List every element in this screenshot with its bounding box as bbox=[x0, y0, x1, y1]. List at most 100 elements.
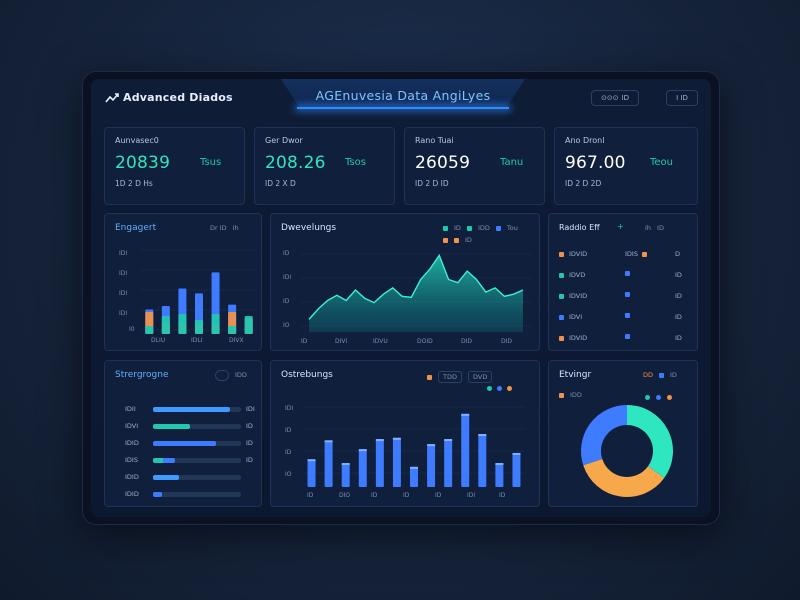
panel-legend: TDD DVD bbox=[427, 371, 493, 383]
y-tick: IDI bbox=[285, 405, 294, 412]
title-glow bbox=[297, 107, 509, 109]
bar-cap bbox=[427, 444, 436, 447]
bar bbox=[478, 434, 487, 487]
bar bbox=[341, 463, 350, 487]
legend-swatch bbox=[443, 225, 448, 231]
header-label: IDD bbox=[235, 371, 247, 379]
kpi-card[interactable]: Aunvasec0 20839 Tsus 1D 2 D Hs bbox=[104, 127, 245, 205]
title-tab bbox=[281, 79, 525, 109]
kpi-label: Ger Dwor bbox=[265, 136, 303, 145]
bar-cap bbox=[478, 434, 487, 437]
bar-cap bbox=[410, 466, 418, 469]
legend-swatch bbox=[466, 225, 472, 231]
engagement-chart[interactable] bbox=[141, 248, 257, 334]
bar-cap bbox=[444, 439, 453, 442]
list-item[interactable]: IDVD bbox=[559, 271, 585, 279]
y-tick: ID bbox=[285, 427, 292, 434]
x-tick: DIVX bbox=[229, 337, 244, 344]
kpi-value: 967.00 bbox=[565, 153, 626, 173]
status-swatch bbox=[625, 334, 630, 339]
kpi-value: 20839 bbox=[115, 153, 171, 173]
progress-fill bbox=[153, 441, 217, 446]
composition-donut-chart[interactable] bbox=[579, 403, 675, 499]
kpi-value: 26059 bbox=[415, 153, 471, 173]
kpi-subtext: ID 2 X D bbox=[265, 179, 296, 188]
kpi-label: Aunvasec0 bbox=[115, 136, 159, 145]
filter-icon[interactable] bbox=[215, 370, 229, 381]
overview-area-chart[interactable] bbox=[301, 244, 531, 334]
list-item-value: ID bbox=[675, 292, 682, 300]
legend-swatch bbox=[659, 372, 665, 378]
panel-title: Ostrebungs bbox=[281, 370, 333, 380]
bar-cap bbox=[307, 459, 316, 462]
list-item[interactable]: IDVID bbox=[559, 334, 587, 342]
legend-swatch bbox=[454, 237, 459, 243]
y-tick: ID bbox=[285, 449, 292, 456]
kpi-card[interactable]: Ger Dwor 208.26 Tsos ID 2 X D bbox=[254, 127, 395, 205]
area-fill bbox=[309, 255, 523, 332]
progress-label: IDIS bbox=[125, 456, 138, 464]
panel-legend: IDD bbox=[559, 391, 582, 399]
progress-track bbox=[153, 492, 241, 497]
bar bbox=[427, 444, 436, 487]
top-pill-settings[interactable]: I ID bbox=[666, 90, 698, 106]
progress-value: ID bbox=[246, 439, 253, 447]
list-item[interactable]: IDVID bbox=[559, 250, 587, 258]
legend-label[interactable]: DVD bbox=[467, 371, 493, 383]
progress-value: IDI bbox=[246, 405, 255, 413]
kpi-card[interactable]: Ano Dronl 967.00 Teou ID 2 D 2D bbox=[554, 127, 698, 205]
bar-cap bbox=[358, 449, 367, 452]
status-swatch bbox=[559, 251, 564, 257]
y-tick: IDI bbox=[119, 310, 128, 317]
progress-track bbox=[153, 475, 241, 480]
bar bbox=[178, 314, 187, 334]
kpi-card[interactable]: Rano Tuai 26059 Tanu ID 2 D ID bbox=[404, 127, 545, 205]
distribution-bar-chart[interactable] bbox=[303, 401, 525, 487]
plus-icon[interactable]: + bbox=[617, 222, 624, 231]
progress-fill bbox=[153, 407, 231, 412]
progress-label: IDII bbox=[125, 405, 136, 413]
list-item[interactable]: IDVI bbox=[559, 313, 582, 321]
legend-label: ID bbox=[670, 371, 677, 379]
legend-label: ID bbox=[454, 224, 461, 232]
donut-slice bbox=[583, 458, 665, 497]
brand[interactable]: Advanced Diados bbox=[105, 91, 233, 104]
legend-label[interactable]: TDD bbox=[438, 371, 462, 383]
legend-swatch bbox=[427, 374, 432, 380]
x-tick: DID bbox=[461, 338, 473, 345]
header-label: ID bbox=[657, 224, 664, 232]
top-pill-view[interactable]: ⊙⊙⊙ ID bbox=[591, 90, 639, 106]
kpi-unit: Tanu bbox=[500, 157, 524, 168]
brand-logo-icon bbox=[105, 92, 119, 102]
legend-label: DD bbox=[643, 371, 654, 379]
legend-swatch bbox=[507, 386, 512, 391]
top-bar: Advanced Diados AGEnuvesia Data AngiLyes… bbox=[91, 79, 711, 115]
progress-label: IDID bbox=[125, 439, 139, 447]
progress-track bbox=[153, 441, 241, 446]
donut-slice bbox=[626, 405, 673, 479]
legend-label: IDD bbox=[477, 224, 490, 232]
page-title: AGEnuvesia Data AngiLyes bbox=[315, 88, 491, 103]
bar bbox=[461, 413, 470, 487]
status-swatch bbox=[559, 272, 564, 278]
bar-cap bbox=[375, 439, 384, 442]
legend-swatch bbox=[487, 386, 492, 391]
bar-cap bbox=[392, 437, 401, 440]
bar bbox=[244, 316, 253, 334]
bar bbox=[444, 439, 453, 487]
status-swatch bbox=[559, 314, 564, 320]
status-swatch bbox=[559, 293, 564, 299]
engagement-panel: Engagert Dr ID Ih IDI IDI IDI IDI I0 DLI… bbox=[104, 213, 262, 351]
list-item[interactable]: IDVID bbox=[559, 292, 587, 300]
legend-swatch bbox=[656, 395, 661, 400]
bar bbox=[145, 326, 154, 334]
list-item-label: IDVID bbox=[569, 292, 588, 300]
top-pill-label: ⊙⊙⊙ bbox=[600, 94, 619, 102]
y-tick: IDI bbox=[283, 274, 292, 281]
progress-fill bbox=[153, 458, 175, 463]
legend-swatch bbox=[497, 386, 502, 391]
bar bbox=[495, 463, 504, 487]
x-tick: IDVU bbox=[373, 338, 388, 345]
legend-label: Tou bbox=[506, 224, 518, 232]
legend-swatch bbox=[667, 395, 672, 400]
